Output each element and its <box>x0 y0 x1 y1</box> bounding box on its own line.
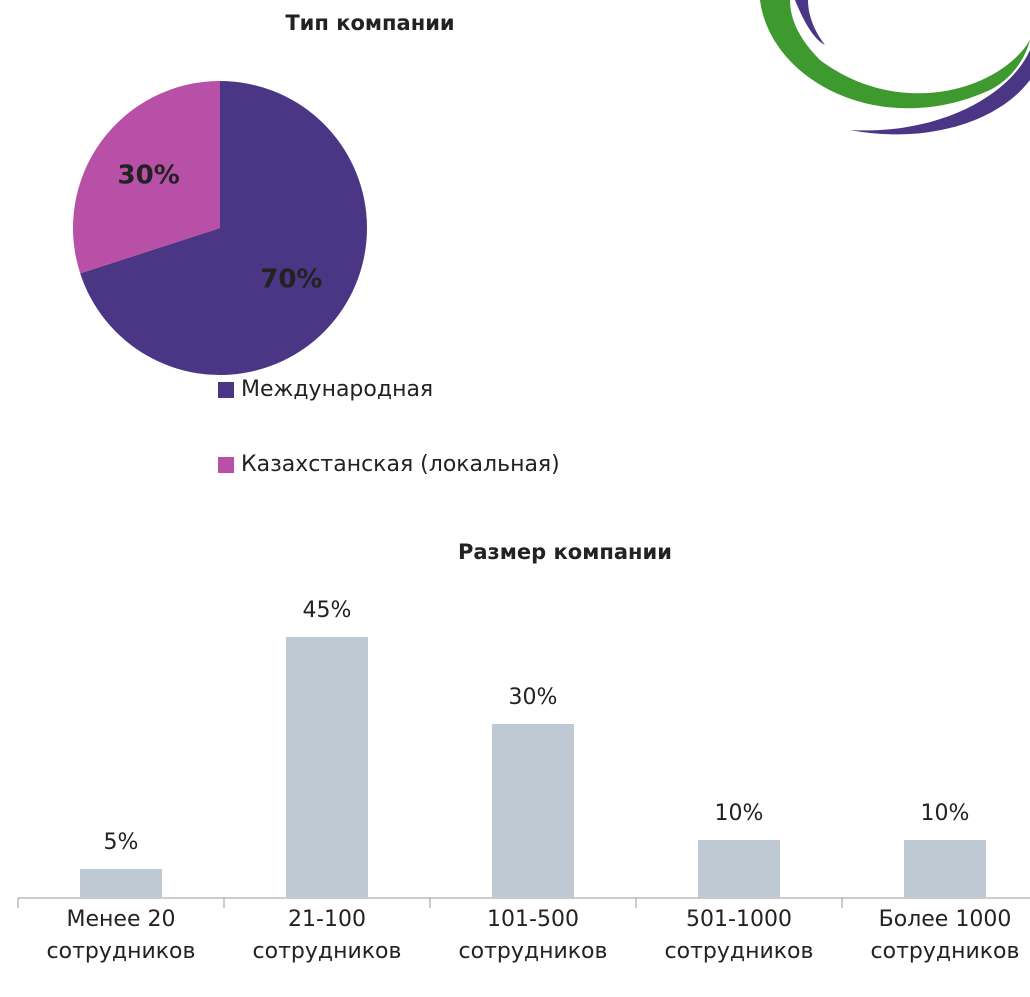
x-tick-label: 101-500 сотрудников <box>458 907 608 964</box>
data-label: 10% <box>715 801 764 826</box>
pie-slice <box>80 81 367 375</box>
data-label: 5% <box>104 830 139 855</box>
x-tick-label: Менее 20 сотрудников <box>46 907 196 964</box>
data-label: 30% <box>509 685 558 710</box>
bar <box>286 637 368 898</box>
bar <box>80 869 162 898</box>
bar <box>904 840 986 898</box>
chart-title: Тип компании <box>285 11 454 35</box>
data-label: 70% <box>260 264 322 294</box>
pie-slice <box>72 81 220 274</box>
bar <box>698 840 780 898</box>
legend-label: Международная <box>241 377 433 402</box>
data-label: 10% <box>921 801 970 826</box>
data-label: 30% <box>118 161 180 191</box>
x-tick-label: Более 1000 сотрудников <box>870 907 1020 964</box>
x-tick-label: 501-1000 сотрудников <box>664 907 814 964</box>
chart-title: Размер компании <box>458 540 672 564</box>
legend-swatch <box>218 382 234 398</box>
data-label: 45% <box>303 598 352 623</box>
bar <box>492 724 574 898</box>
x-tick-label: 21-100 сотрудников <box>252 907 402 964</box>
legend-label: Казахстанская (локальная) <box>241 452 560 477</box>
logo <box>760 0 1030 135</box>
legend-swatch <box>218 457 234 473</box>
